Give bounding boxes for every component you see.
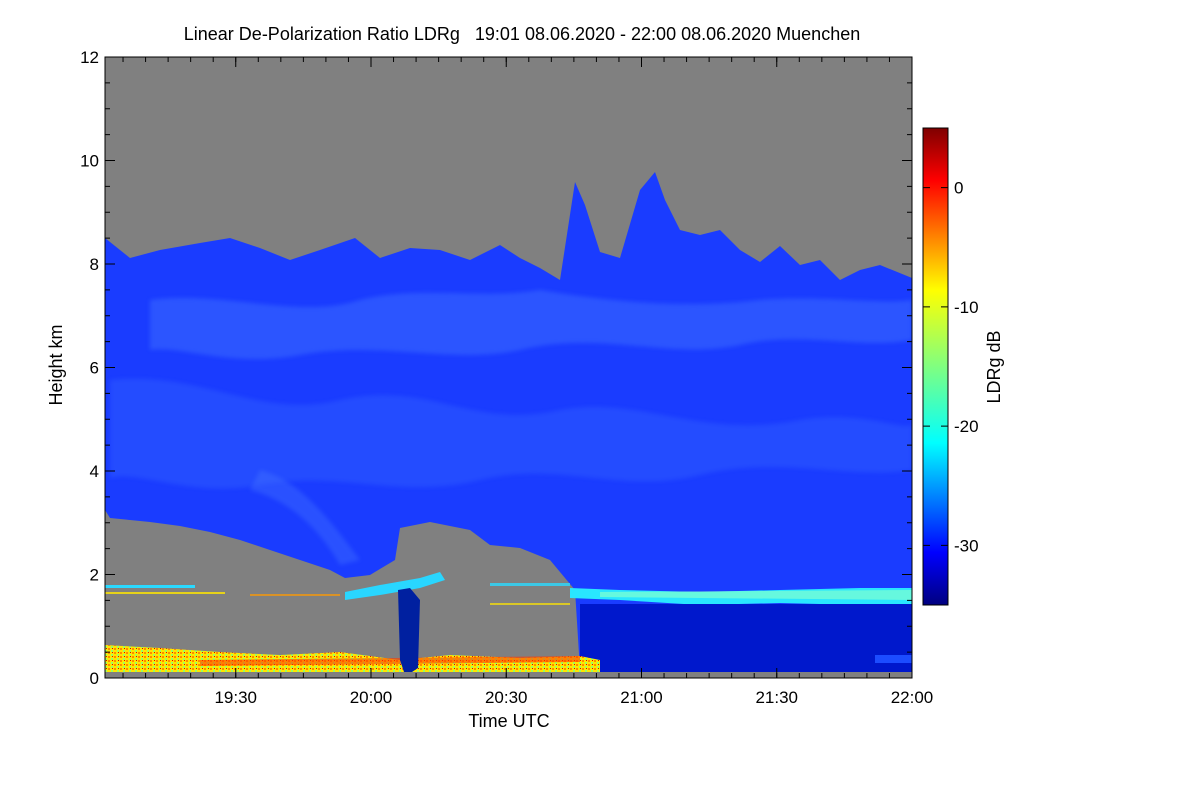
low-clutter-red (200, 656, 580, 666)
clutter-band-1 (105, 585, 195, 588)
fall-streak (398, 588, 420, 672)
y-axis: 0 2 4 6 8 10 12 (80, 48, 912, 688)
y-axis-label: Height km (46, 324, 66, 405)
colorbar-tick-label: -20 (954, 417, 979, 436)
colorbar-gradient (922, 127, 949, 606)
clutter-band-2 (105, 592, 225, 594)
x-tick-label: 19:30 (214, 688, 257, 707)
clutter-band-3 (250, 594, 340, 596)
colorbar-label: LDRg dB (984, 330, 1004, 403)
x-axis: 19:30 20:00 20:30 21:00 21:30 22:00 (122, 57, 934, 707)
x-tick-label: 21:00 (620, 688, 663, 707)
clutter-band-4 (490, 583, 570, 586)
y-tick-label: 4 (90, 462, 99, 481)
y-tick-label: 12 (80, 48, 99, 67)
y-tick-label: 0 (90, 669, 99, 688)
cloud-texture (250, 470, 360, 565)
y-tick-label: 8 (90, 255, 99, 274)
x-axis-label: Time UTC (468, 711, 549, 731)
x-tick-label: 21:30 (755, 688, 798, 707)
x-tick-label: 22:00 (891, 688, 934, 707)
colorbar-tick-label: 0 (954, 179, 963, 198)
melting-layer-cyan-edge (600, 590, 912, 600)
cloud-texture (150, 290, 912, 360)
clutter-band-5 (490, 603, 570, 605)
chart-title: Linear De-Polarization Ratio LDRg 19:01 … (184, 24, 860, 44)
rain-region (580, 604, 912, 672)
colorbar: 0 -10 -20 -30 (922, 127, 979, 606)
melting-layer-early (345, 572, 445, 600)
y-tick-label: 10 (80, 152, 99, 171)
x-tick-label: 20:00 (350, 688, 393, 707)
y-tick-label: 2 (90, 566, 99, 585)
colorbar-tick-label: -10 (954, 298, 979, 317)
colorbar-tick-label: -30 (954, 536, 979, 555)
y-tick-label: 6 (90, 359, 99, 378)
plot-area (105, 57, 912, 678)
rain-surface (875, 655, 912, 663)
x-tick-label: 20:30 (485, 688, 528, 707)
colorbar-ticks: 0 -10 -20 -30 (923, 179, 979, 555)
cloud-texture (110, 378, 912, 489)
